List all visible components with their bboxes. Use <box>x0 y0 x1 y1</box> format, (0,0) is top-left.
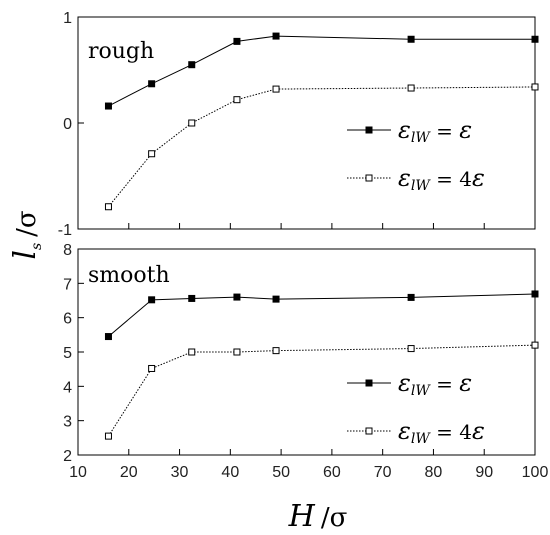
panel-label-smooth: smooth <box>88 263 170 288</box>
panel-smooth: smooth 2 3 4 5 6 7 8 10 20 30 40 50 60 70 80 90 100 εlW =… <box>63 242 548 481</box>
data-point <box>188 61 196 69</box>
data-point <box>148 296 156 304</box>
data-point <box>188 119 196 127</box>
x-tick-label: 70 <box>374 464 392 481</box>
data-point <box>233 37 241 45</box>
y-tick-label: 0 <box>63 116 72 133</box>
data-point <box>148 80 156 88</box>
x-tick-label: 40 <box>221 464 239 481</box>
x-axis-symbol: H <box>288 499 316 534</box>
legend-entry: εlW = 4ε <box>398 164 485 194</box>
data-point <box>407 293 415 301</box>
data-point <box>104 102 112 110</box>
series-line-0 <box>108 35 535 107</box>
x-tick-label: 90 <box>475 464 493 481</box>
data-point <box>407 345 415 353</box>
y-axis-title: ls/σ <box>8 210 45 259</box>
data-point <box>233 348 241 356</box>
y-axis-unit: σ <box>12 210 42 228</box>
data-point <box>233 293 241 301</box>
data-point <box>148 150 156 158</box>
y-tick-label: 2 <box>63 448 72 465</box>
x-tick-label: 20 <box>120 464 138 481</box>
data-point <box>272 85 280 93</box>
legend-marker <box>365 427 373 435</box>
data-point <box>272 32 280 40</box>
data-point <box>407 35 415 43</box>
panel-label-rough: rough <box>88 39 154 64</box>
y-tick-label: 4 <box>63 379 72 396</box>
x-tick-label: 30 <box>171 464 189 481</box>
svg-text:H/σ: H/σ <box>288 499 348 534</box>
y-tick-label: -1 <box>58 222 72 239</box>
x-tick-label: 50 <box>272 464 290 481</box>
legend-entry: εlW = ε <box>398 369 472 399</box>
y-tick-label: 7 <box>63 276 72 293</box>
data-point <box>188 294 196 302</box>
x-tick-label: 100 <box>522 464 549 481</box>
panel-rough: rough -1 0 1 εlW = ε εlW = 4ε <box>58 10 539 239</box>
y-tick-label: 5 <box>63 345 72 362</box>
data-point <box>104 333 112 341</box>
legend-marker <box>365 174 373 182</box>
y-axis-subscript: s <box>29 243 45 250</box>
y-tick-label: 1 <box>63 10 72 27</box>
y-tick-label: 6 <box>63 311 72 328</box>
data-point <box>531 290 539 298</box>
legend-marker <box>365 126 373 134</box>
legend-entry: εlW = ε <box>398 116 472 146</box>
y-axis-symbol: l <box>8 250 43 260</box>
data-point <box>272 295 280 303</box>
x-tick-label: 80 <box>425 464 443 481</box>
data-point <box>104 432 112 440</box>
data-point <box>148 364 156 372</box>
legend-entry: εlW = 4ε <box>398 417 485 447</box>
data-point <box>188 348 196 356</box>
legend-marker <box>365 379 373 387</box>
y-tick-label: 8 <box>63 242 72 259</box>
x-tick-label: 10 <box>69 464 87 481</box>
data-point <box>272 347 280 355</box>
x-axis-title: H/σ <box>288 499 348 534</box>
y-tick-label: 3 <box>63 414 72 431</box>
data-point <box>233 96 241 104</box>
data-point <box>531 341 539 349</box>
data-point <box>531 35 539 43</box>
data-point <box>407 84 415 92</box>
data-point <box>104 203 112 211</box>
x-axis-unit: σ <box>330 503 348 533</box>
x-tick-label: 60 <box>323 464 341 481</box>
svg-text:ls/σ: ls/σ <box>8 210 45 259</box>
data-point <box>531 83 539 91</box>
series-line-0 <box>108 293 536 337</box>
